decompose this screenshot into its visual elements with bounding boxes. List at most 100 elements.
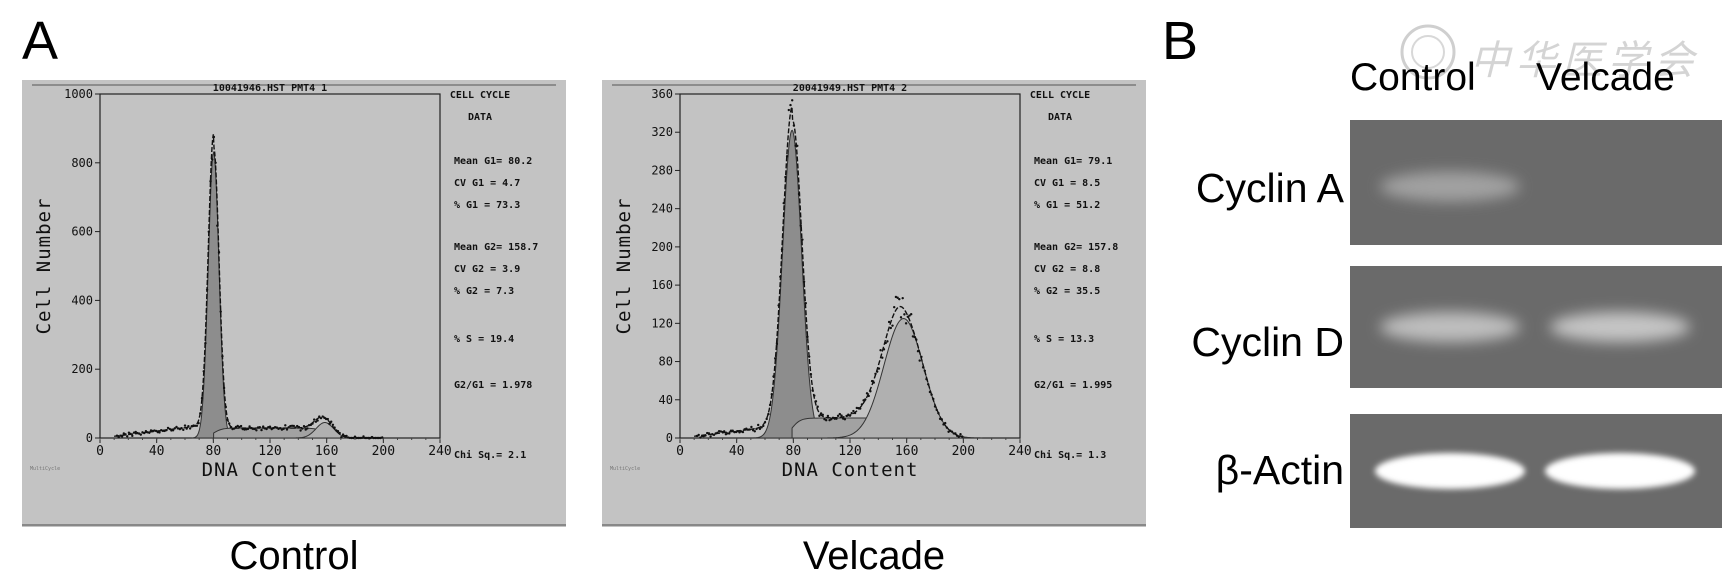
data-point (333, 426, 336, 429)
data-point (323, 416, 326, 420)
data-point (226, 418, 229, 422)
x-tick-label: 200 (952, 444, 975, 459)
panel-letter-a: A (22, 11, 59, 71)
data-point (185, 427, 188, 430)
data-point (697, 433, 700, 437)
x-tick-label: 0 (676, 444, 684, 459)
data-point (893, 305, 896, 309)
blot-band (1545, 453, 1695, 489)
data-point (932, 397, 935, 401)
stat-row: % G1 = 73.3 (454, 200, 520, 211)
data-point (959, 433, 962, 436)
data-point (780, 248, 784, 251)
x-tick-label: 120 (838, 444, 861, 459)
data-point (785, 155, 789, 158)
data-point (139, 433, 142, 436)
data-point (775, 342, 779, 346)
data-point (758, 427, 762, 431)
plot-title: 20041949.HST PMT4 2 (793, 83, 907, 94)
data-point (200, 396, 204, 400)
data-point (881, 356, 884, 359)
stat-row: % G2 = 35.5 (1034, 286, 1100, 297)
data-point (791, 99, 794, 102)
data-point (365, 436, 369, 440)
data-point (367, 436, 370, 440)
data-point (131, 434, 134, 438)
data-point (253, 427, 256, 431)
data-point (874, 372, 877, 375)
y-tick-label: 240 (651, 202, 673, 216)
data-point (154, 429, 158, 433)
data-point (836, 414, 840, 418)
data-point (143, 431, 146, 435)
data-point (762, 424, 765, 428)
data-point (774, 357, 777, 360)
histogram-velcade-chart: 20041949.HST PMT4 2 0 40 80 120 160 200 240 280 3… (602, 80, 1146, 527)
data-point (882, 348, 886, 351)
y-tick-label: 0 (86, 431, 93, 445)
data-point (845, 414, 848, 418)
data-point (187, 424, 190, 428)
data-point (942, 423, 945, 426)
data-point (282, 427, 285, 431)
data-point (799, 224, 802, 227)
data-point (279, 427, 282, 430)
data-point (124, 433, 127, 436)
data-point (716, 431, 719, 435)
data-point (304, 428, 307, 431)
data-point (826, 414, 830, 418)
stat-row: CV G1 = 8.5 (1034, 178, 1100, 189)
data-point (194, 424, 197, 427)
plot-background (602, 80, 1146, 527)
data-point (290, 424, 294, 427)
data-point (712, 433, 716, 437)
stat-row: CV G2 = 3.9 (454, 264, 520, 275)
data-point (199, 412, 202, 415)
data-point (726, 432, 729, 435)
data-point (299, 429, 302, 432)
data-point (341, 433, 345, 436)
data-point (321, 415, 324, 418)
data-point (896, 296, 899, 299)
data-point (175, 425, 178, 429)
y-tick-label: 40 (659, 393, 673, 407)
data-point (811, 389, 814, 392)
data-point (852, 409, 855, 413)
data-point (952, 432, 955, 435)
data-point (808, 355, 811, 358)
data-point (360, 436, 363, 440)
y-tick-label: 400 (71, 293, 93, 307)
data-point (362, 435, 365, 438)
data-point (935, 408, 938, 412)
y-tick-label: 200 (71, 362, 93, 376)
seal-icon (1400, 24, 1456, 80)
data-point (925, 377, 928, 381)
data-point (248, 425, 251, 428)
data-point (222, 386, 226, 390)
data-point (182, 428, 185, 432)
data-point (877, 367, 881, 370)
data-point (729, 429, 733, 432)
data-point (843, 418, 847, 421)
x-tick-label: 40 (729, 444, 745, 459)
data-point (302, 425, 306, 428)
data-point (825, 418, 828, 422)
blot-column-control: Control (1350, 56, 1476, 99)
data-point (784, 175, 787, 179)
data-point (127, 431, 131, 434)
data-point (777, 304, 780, 307)
data-point (838, 412, 841, 416)
data-point (835, 417, 838, 420)
data-point (933, 405, 937, 408)
data-point (767, 412, 770, 416)
x-tick-label: 40 (149, 444, 165, 459)
data-point (770, 393, 773, 396)
data-point (876, 370, 879, 373)
data-point (348, 436, 352, 440)
blot-band (1380, 312, 1520, 342)
data-point (265, 427, 268, 431)
data-point (287, 426, 290, 429)
data-point (889, 326, 892, 330)
data-point (316, 419, 319, 422)
histogram-control: 10041946.HST PMT4 1 0 200 400 600 800 1000 0 40 8… (22, 80, 566, 527)
